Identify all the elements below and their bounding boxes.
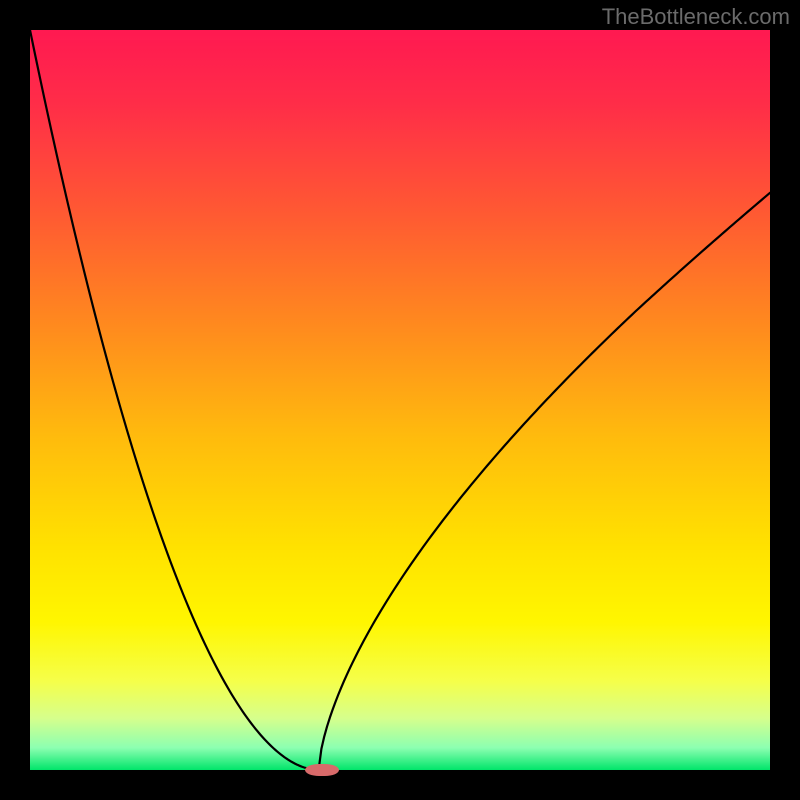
- optimal-marker: [305, 764, 339, 776]
- bottleneck-curve: [30, 30, 770, 770]
- curve-path: [30, 30, 770, 770]
- watermark-text: TheBottleneck.com: [602, 4, 790, 30]
- chart-frame: TheBottleneck.com: [0, 0, 800, 800]
- plot-area: [30, 30, 770, 770]
